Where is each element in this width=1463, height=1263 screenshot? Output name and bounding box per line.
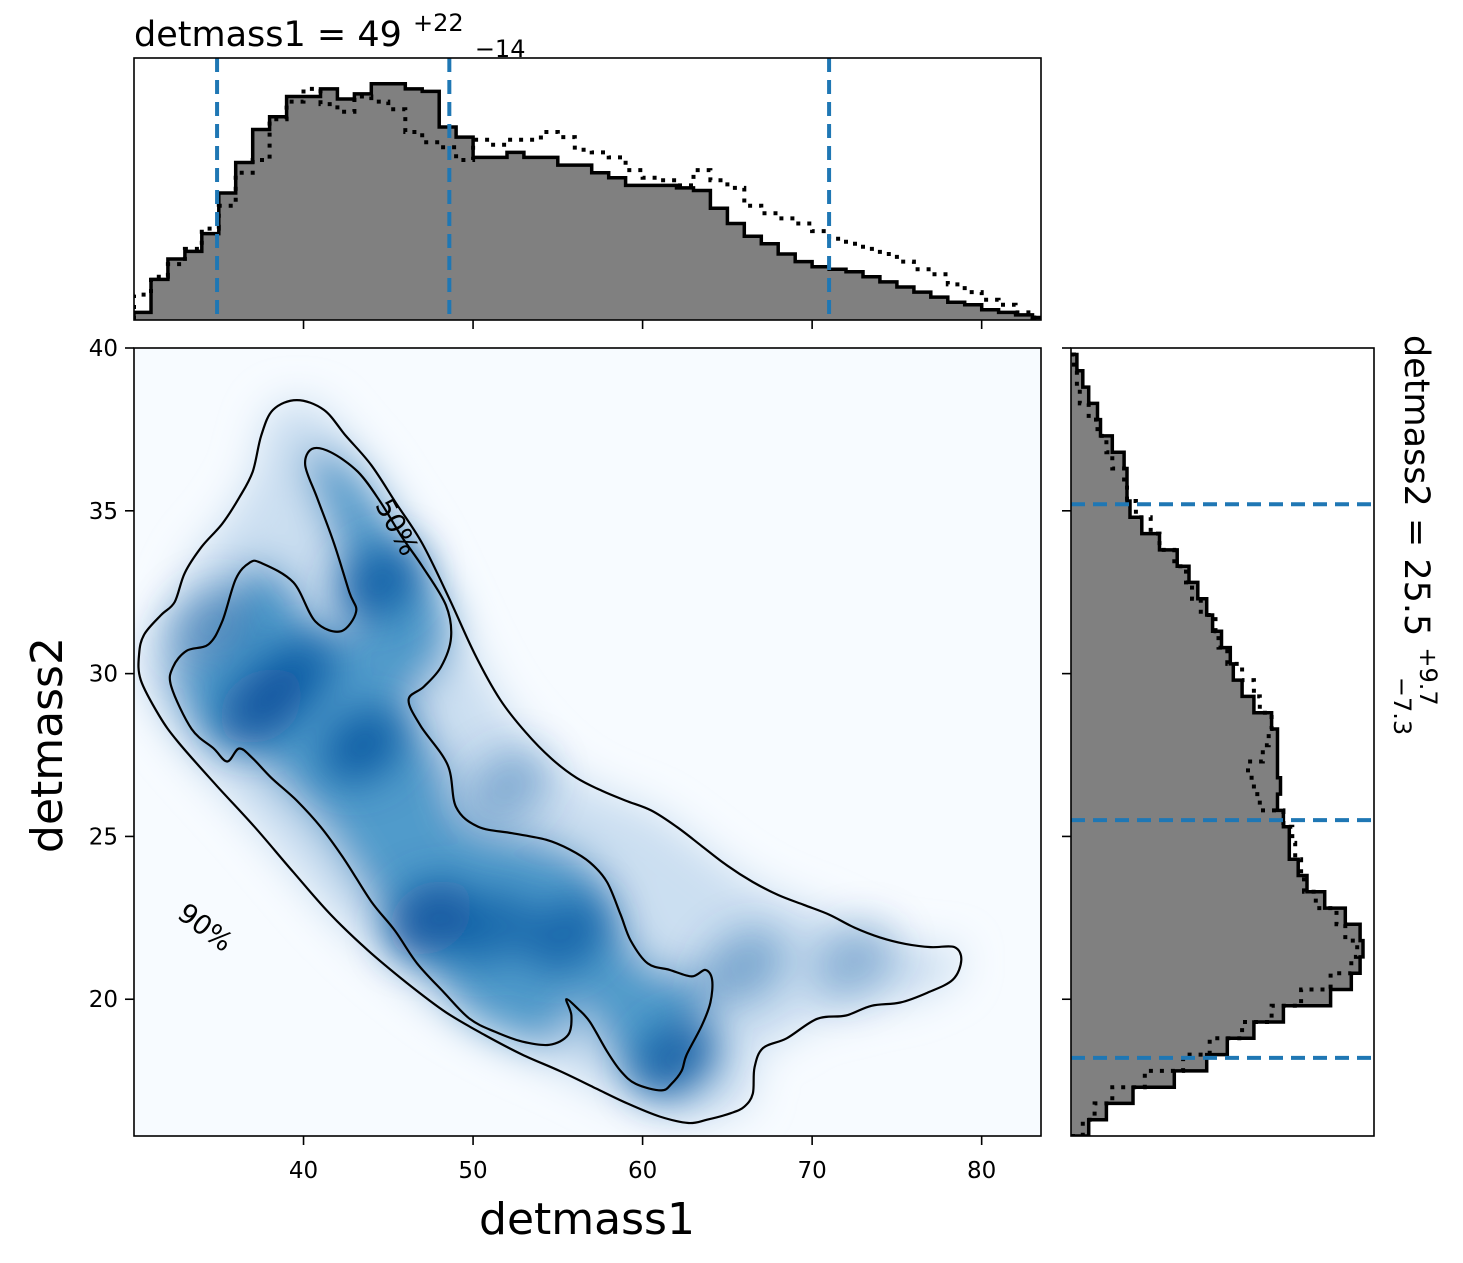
top-panel-frame [133, 57, 1042, 321]
right-title-sub: −7.3 [1388, 677, 1416, 735]
density-peak [167, 586, 253, 664]
x-tick-label: 60 [628, 1158, 657, 1184]
y-tick-label: 35 [89, 499, 118, 525]
right-title-main: detmass2 = 25.5 [1396, 335, 1436, 636]
density-peak [320, 706, 406, 784]
y-axis-label: detmass2 [22, 637, 73, 853]
density-peak [701, 928, 787, 1006]
right-y-ticks [1062, 347, 1071, 1001]
x-tick-label: 50 [458, 1158, 487, 1184]
top-marginal-panel: detmass1 = 49 +22 −14 [133, 0, 1042, 329]
right-title-sup: +9.7 [1414, 647, 1442, 705]
density-peak [252, 635, 338, 712]
contour-lines [137, 398, 963, 1125]
density-peak [812, 921, 897, 999]
top-title-sub: −14 [475, 35, 526, 63]
right-hist-outline [1071, 352, 1365, 1136]
contour-90 [137, 398, 963, 1125]
y-tick-label: 40 [89, 336, 118, 362]
top-hist-fill [134, 83, 1041, 320]
top-hist-dotted [134, 86, 1041, 320]
top-x-ticks [302, 320, 983, 329]
right-marginal-title: detmass2 = 25.5 +9.7 −7.3 [1388, 335, 1451, 735]
x-tick-label: 70 [797, 1158, 826, 1184]
density-peaks [167, 544, 897, 1097]
density-peak [464, 749, 550, 826]
density-peak [447, 889, 533, 966]
x-tick-label: 80 [967, 1158, 996, 1184]
density-peak [523, 895, 609, 973]
density-peak [337, 544, 423, 621]
joint-x-ticks: 40 50 60 70 80 [289, 1136, 996, 1184]
right-quantile-lines [1071, 502, 1374, 1060]
top-marginal-title: detmass1 = 49 +22 −14 [134, 0, 525, 63]
right-hist-fill [1071, 354, 1363, 1136]
joint-y-ticks: 20 25 30 35 40 [89, 336, 134, 1013]
y-tick-label: 30 [89, 662, 118, 688]
density-peak [634, 1019, 719, 1097]
top-title-main: detmass1 = 49 [134, 15, 402, 55]
right-hist-dotted [1071, 352, 1360, 1136]
joint-panel-frame [133, 347, 1042, 1137]
top-hist-outline [134, 82, 1041, 320]
x-tick-label: 40 [289, 1158, 318, 1184]
contour-50 [168, 446, 714, 1092]
density-layer [138, 400, 962, 1124]
y-tick-label: 20 [89, 987, 118, 1013]
right-panel-frame [1070, 347, 1375, 1137]
x-axis-label: detmass1 [479, 1194, 695, 1245]
top-title-sup: +22 [413, 9, 464, 37]
right-marginal-panel: detmass2 = 25.5 +9.7 −7.3 [1062, 335, 1451, 1137]
y-tick-label: 25 [89, 824, 118, 850]
